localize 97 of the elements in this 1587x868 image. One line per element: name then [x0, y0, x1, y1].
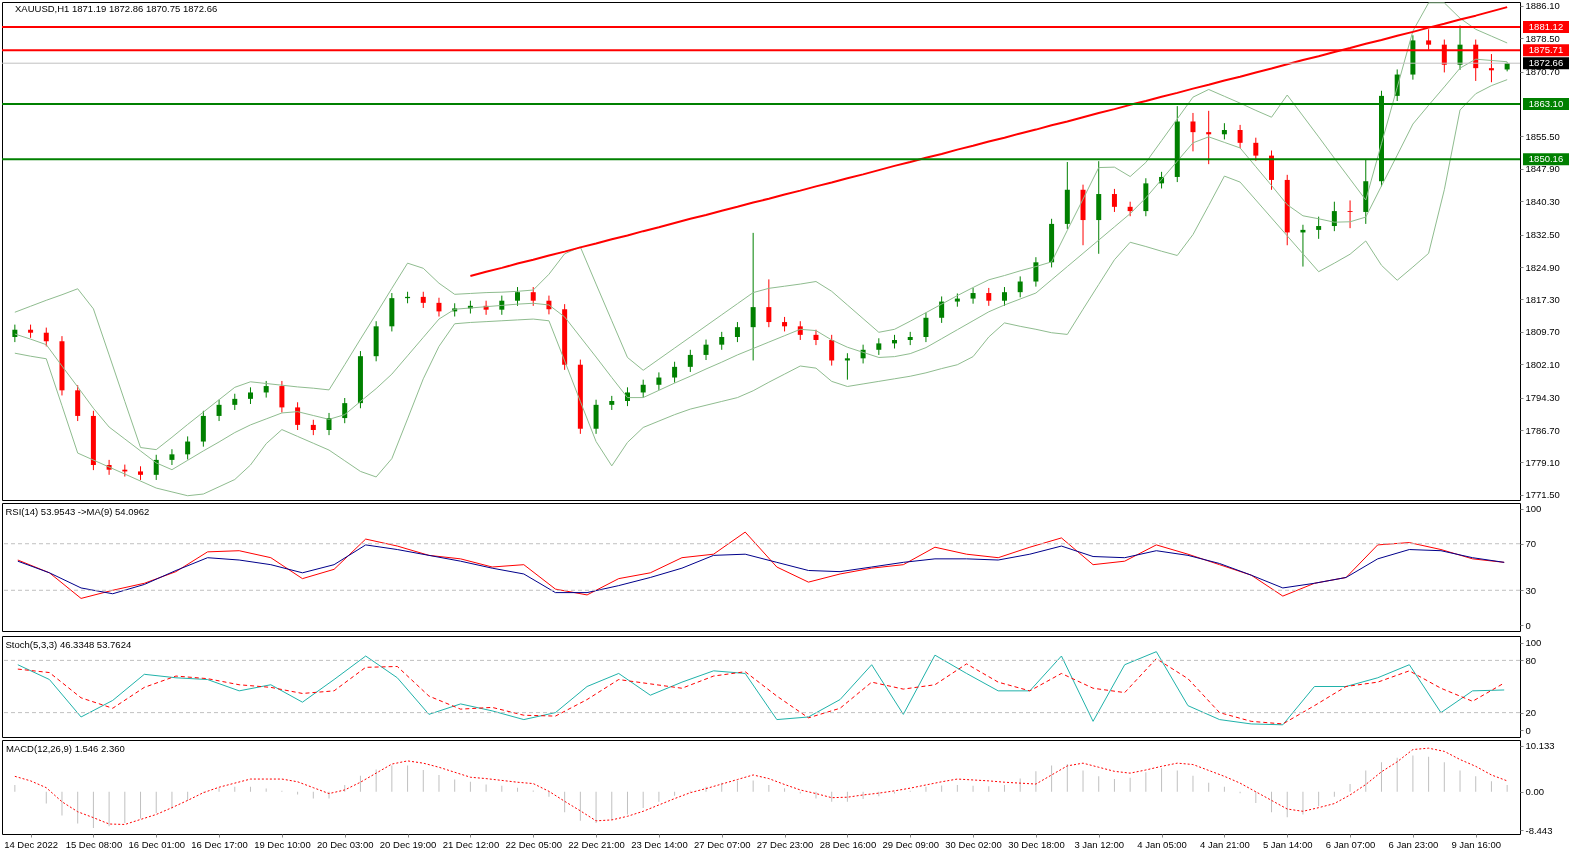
y-tick-label: 1794.30 — [1525, 392, 1560, 404]
candlestick — [1127, 201, 1133, 217]
y-tick-label: 1779.10 — [1525, 456, 1560, 468]
line-series — [17, 544, 1505, 595]
x-tick-label: 27 Dec 23:00 — [756, 838, 814, 850]
y-tick-label: 1771.50 — [1525, 489, 1560, 501]
candlestick — [153, 454, 159, 481]
candlestick — [1206, 110, 1212, 165]
y-tick-label: 30 — [1525, 584, 1537, 596]
x-tick-label: 16 Dec 01:00 — [128, 838, 185, 850]
x-tick-label: 20 Dec 03:00 — [316, 838, 374, 850]
candlestick — [169, 448, 175, 466]
x-tick-label: 5 Jan 14:00 — [1262, 838, 1313, 850]
candlestick — [687, 349, 693, 373]
y-tick-label: 1855.50 — [1525, 130, 1560, 142]
y-tick-label: 100 — [1525, 637, 1542, 649]
candlestick — [530, 286, 536, 307]
candlestick — [1237, 124, 1243, 149]
x-tick-label: 6 Jan 07:00 — [1325, 838, 1376, 850]
x-tick-label: 4 Jan 05:00 — [1137, 838, 1187, 850]
ref-line-label: 1881.12 — [1528, 21, 1564, 33]
y-tick-label: 1809.70 — [1525, 326, 1560, 338]
candlestick — [1001, 286, 1007, 307]
chart-title: Stoch(5,3,3) 46.3348 53.7624 — [5, 638, 132, 650]
candlestick — [216, 399, 222, 422]
chart-title: MACD(12,26,9) 1.546 2.360 — [6, 742, 125, 754]
ref-line-label: 1875.71 — [1528, 44, 1564, 56]
y-tick-label: 1817.30 — [1525, 293, 1560, 305]
candlestick — [295, 401, 301, 431]
ref-line-label: 1872.66 — [1528, 57, 1564, 69]
candlestick — [593, 399, 599, 435]
y-tick-label: 100 — [1525, 503, 1542, 515]
x-tick-label: 9 Jan 16:00 — [1451, 838, 1502, 850]
y-tick-label: 0 — [1525, 619, 1531, 631]
x-tick-label: 28 Dec 16:00 — [819, 838, 877, 850]
candlestick — [1033, 256, 1039, 288]
candlestick — [844, 352, 850, 381]
candlestick — [656, 371, 662, 391]
y-tick-label: 1847.90 — [1525, 163, 1560, 175]
y-tick-label: 0.00 — [1525, 786, 1544, 798]
candlestick — [829, 334, 835, 367]
candlestick — [1488, 53, 1494, 83]
x-tick-label: 4 Jan 21:00 — [1200, 838, 1250, 850]
candlestick — [436, 297, 442, 317]
y-tick-label: 1824.90 — [1525, 261, 1560, 273]
x-tick-label: 20 Dec 19:00 — [379, 838, 437, 850]
candlestick — [279, 380, 285, 414]
x-tick-label: 15 Dec 08:00 — [65, 838, 123, 850]
candlestick — [970, 287, 976, 305]
x-tick-label: 23 Dec 14:00 — [631, 838, 688, 850]
candlestick — [1190, 112, 1196, 152]
candlestick — [703, 339, 709, 361]
ref-line-label: 1863.10 — [1528, 97, 1564, 109]
y-tick-label: 70 — [1525, 538, 1537, 550]
candlestick — [672, 361, 678, 384]
x-tick-label: 6 Jan 23:00 — [1388, 838, 1439, 850]
candlestick — [1111, 188, 1117, 213]
y-tick-label: -8.443 — [1525, 824, 1553, 836]
y-tick-label: 1870.70 — [1525, 66, 1560, 78]
candlestick — [766, 278, 772, 328]
x-tick-label: 27 Dec 07:00 — [693, 838, 751, 850]
x-tick-label: 14 Dec 2022 — [4, 838, 58, 850]
y-tick-label: 20 — [1525, 707, 1537, 719]
ref-line-label: 1850.16 — [1528, 153, 1564, 165]
y-tick-label: 10.133 — [1525, 740, 1555, 752]
candlestick — [923, 312, 929, 343]
x-tick-label: 16 Dec 17:00 — [191, 838, 248, 850]
y-tick-label: 1832.50 — [1525, 229, 1560, 241]
candlestick — [750, 232, 756, 361]
y-tick-label: 80 — [1525, 654, 1537, 666]
x-tick-label: 22 Dec 05:00 — [505, 838, 562, 850]
y-tick-label: 1802.10 — [1525, 358, 1560, 370]
chart-title: XAUUSD,H1 1871.19 1872.86 1870.75 1872.66 — [15, 3, 218, 15]
candlestick — [515, 286, 521, 307]
candlestick — [939, 295, 945, 324]
candlestick — [734, 321, 740, 343]
y-tick-label: 0 — [1525, 724, 1531, 736]
candlestick — [185, 435, 191, 460]
x-tick-label: 30 Dec 02:00 — [945, 838, 1002, 850]
y-tick-label: 1840.30 — [1525, 195, 1560, 207]
chart-title: RSI(14) 53.9543 ->MA(9) 54.0962 — [5, 505, 150, 517]
x-tick-label: 3 Jan 12:00 — [1074, 838, 1125, 850]
x-tick-label: 19 Dec 10:00 — [254, 838, 311, 850]
candlestick — [12, 324, 18, 343]
y-tick-label: 1886.10 — [1525, 0, 1560, 12]
x-tick-label: 22 Dec 21:00 — [568, 838, 625, 850]
line-series — [14, 2, 1508, 451]
x-tick-label: 29 Dec 09:00 — [882, 838, 939, 850]
y-tick-label: 1786.70 — [1525, 424, 1560, 436]
candlestick — [1253, 137, 1259, 162]
candlestick — [1316, 216, 1322, 240]
candlestick — [1347, 199, 1353, 229]
x-tick-label: 30 Dec 18:00 — [1008, 838, 1065, 850]
candlestick — [1017, 275, 1023, 298]
candlestick — [813, 329, 819, 346]
x-tick-label: 21 Dec 12:00 — [442, 838, 500, 850]
y-tick-label: 1878.50 — [1525, 32, 1560, 44]
